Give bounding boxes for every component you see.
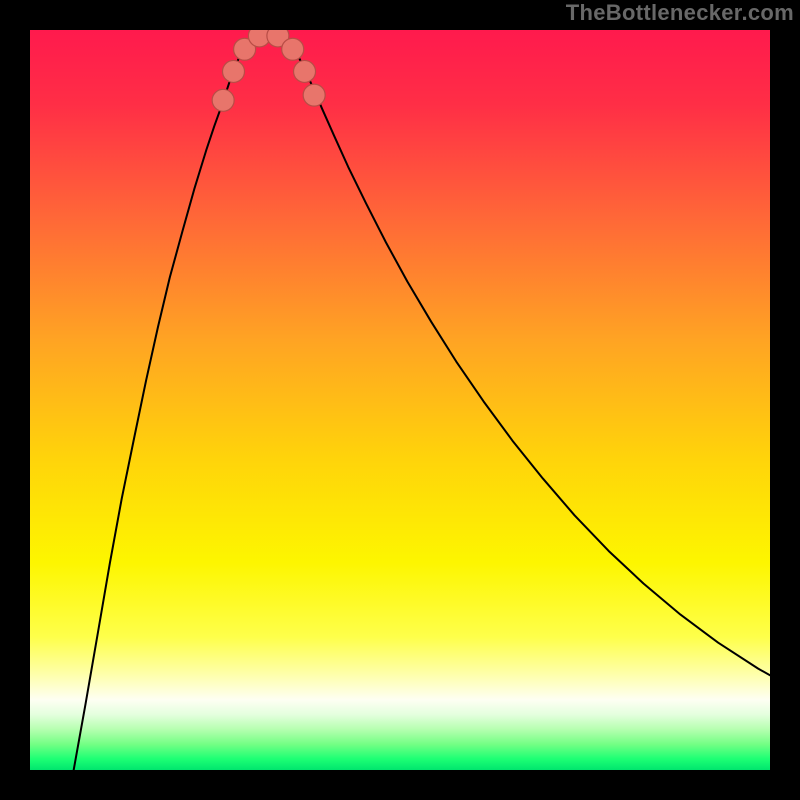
gradient-background	[30, 30, 770, 770]
curve-marker	[223, 60, 245, 82]
chart-frame: TheBottlenecker.com	[0, 0, 800, 800]
curve-marker	[294, 60, 316, 82]
watermark-text: TheBottlenecker.com	[566, 0, 794, 26]
curve-marker	[282, 38, 304, 60]
plot-area	[30, 30, 770, 770]
curve-marker	[303, 84, 325, 106]
curve-marker	[212, 89, 234, 111]
chart-svg	[30, 30, 770, 770]
